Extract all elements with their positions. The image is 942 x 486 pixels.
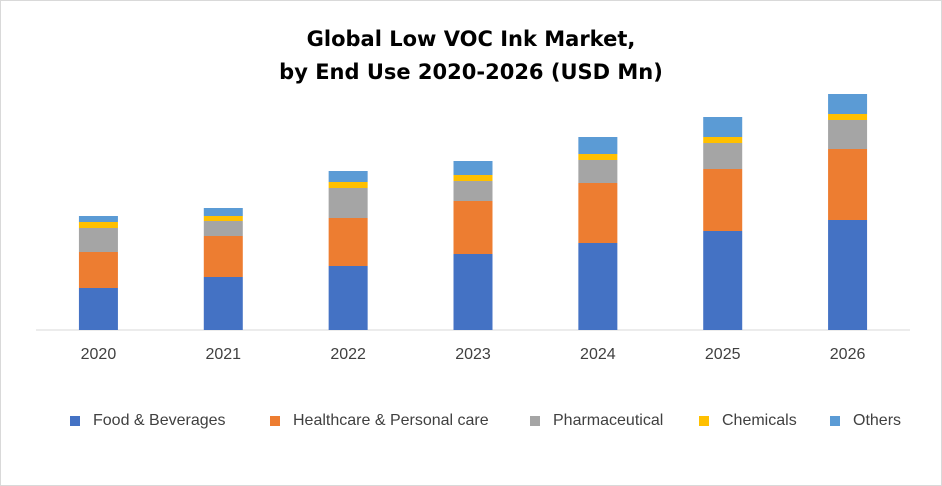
x-tick-label: 2023 xyxy=(455,346,491,363)
legend-label: Chemicals xyxy=(722,412,797,429)
bar-segment-2022-3 xyxy=(328,182,368,188)
bar-segment-2023-1 xyxy=(453,201,493,254)
x-tick-label: 2022 xyxy=(330,346,366,363)
bar-segment-2022-1 xyxy=(328,218,368,266)
bar-segment-2024-2 xyxy=(578,160,618,183)
x-tick-label: 2026 xyxy=(830,346,866,363)
x-tick-label: 2025 xyxy=(705,346,741,363)
bar-segment-2025-3 xyxy=(703,137,743,143)
chart-subtitle: by End Use 2020-2026 (USD Mn) xyxy=(279,60,663,84)
legend-item: Pharmaceutical xyxy=(530,412,663,430)
legend-label: Pharmaceutical xyxy=(553,412,664,429)
bar-segment-2025-4 xyxy=(703,117,743,137)
bar-segment-2024-0 xyxy=(578,243,618,330)
legend-item: Healthcare & Personal care xyxy=(270,412,489,430)
bar-segment-2022-2 xyxy=(328,188,368,218)
bar-segment-2024-3 xyxy=(578,154,618,160)
bar-segment-2024-4 xyxy=(578,137,618,154)
bar-segment-2023-0 xyxy=(453,254,493,330)
bar-segment-2026-1 xyxy=(828,149,868,220)
bar-segment-2021-1 xyxy=(203,236,243,277)
bar-segment-2025-0 xyxy=(703,231,743,330)
bar-segment-2021-4 xyxy=(203,208,243,216)
legend-label: Others xyxy=(853,412,902,429)
bar-segment-2020-1 xyxy=(78,252,118,288)
x-tick-label: 2024 xyxy=(580,346,616,363)
legend-swatch xyxy=(830,416,840,426)
legend-swatch xyxy=(530,416,540,426)
legend-label: Food & Beverages xyxy=(93,412,226,429)
chart-title: Global Low VOC Ink Market, xyxy=(306,27,636,51)
legend-item: Chemicals xyxy=(699,412,797,430)
bar-segment-2026-3 xyxy=(828,114,868,120)
bar-segment-2020-4 xyxy=(78,216,118,222)
bar-segment-2020-0 xyxy=(78,288,118,330)
bar-segment-2020-2 xyxy=(78,228,118,252)
bar-segment-2020-3 xyxy=(78,222,118,228)
bar-segment-2021-0 xyxy=(203,277,243,330)
bar-segment-2022-4 xyxy=(328,171,368,182)
x-tick-label: 2020 xyxy=(81,346,117,363)
bar-segment-2022-0 xyxy=(328,266,368,330)
bar-segment-2026-0 xyxy=(828,220,868,330)
bar-segment-2026-4 xyxy=(828,94,868,114)
bar-segment-2023-2 xyxy=(453,181,493,201)
bar-segment-2025-2 xyxy=(703,143,743,169)
x-tick-label: 2021 xyxy=(205,346,241,363)
legend-swatch xyxy=(270,416,280,426)
bar-segment-2026-2 xyxy=(828,120,868,149)
bar-segment-2021-2 xyxy=(203,221,243,236)
legend-swatch xyxy=(70,416,80,426)
bar-segment-2021-3 xyxy=(203,216,243,221)
chart-legend: Food & Beverages Healthcare & Personal ca… xyxy=(0,412,942,436)
legend-label: Healthcare & Personal care xyxy=(293,412,489,429)
bar-segment-2024-1 xyxy=(578,183,618,243)
bar-segment-2025-1 xyxy=(703,169,743,231)
legend-item: Food & Beverages xyxy=(70,412,226,430)
bar-segment-2023-4 xyxy=(453,161,493,175)
legend-item: Others xyxy=(830,412,901,430)
legend-swatch xyxy=(699,416,709,426)
bar-segment-2023-3 xyxy=(453,175,493,181)
